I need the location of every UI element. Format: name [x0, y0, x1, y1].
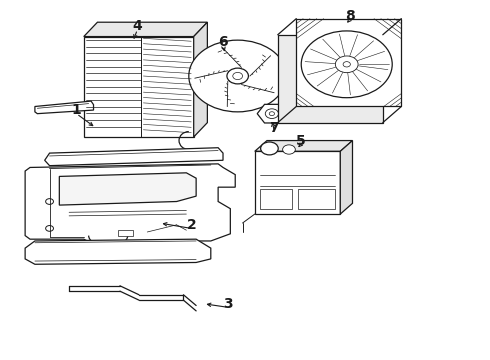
Polygon shape: [84, 22, 207, 37]
Text: 1: 1: [72, 103, 81, 117]
Circle shape: [269, 112, 274, 116]
Polygon shape: [255, 140, 352, 151]
Polygon shape: [194, 22, 207, 137]
Polygon shape: [257, 104, 287, 123]
Polygon shape: [59, 173, 196, 205]
Text: 5: 5: [296, 134, 306, 148]
Circle shape: [46, 199, 53, 204]
Polygon shape: [260, 189, 293, 209]
Text: 2: 2: [186, 218, 196, 232]
Text: 4: 4: [133, 19, 143, 33]
Polygon shape: [84, 37, 194, 137]
Circle shape: [233, 72, 243, 80]
Polygon shape: [25, 164, 235, 252]
Circle shape: [335, 56, 358, 73]
Text: 3: 3: [223, 297, 233, 311]
Polygon shape: [340, 140, 352, 214]
Circle shape: [265, 109, 278, 118]
Polygon shape: [255, 151, 340, 214]
Polygon shape: [118, 230, 133, 235]
Polygon shape: [35, 101, 94, 114]
Text: 6: 6: [218, 35, 228, 49]
Polygon shape: [297, 189, 335, 209]
Circle shape: [343, 62, 350, 67]
Polygon shape: [25, 239, 211, 264]
Text: 7: 7: [270, 121, 279, 135]
Circle shape: [189, 40, 287, 112]
Polygon shape: [45, 148, 223, 166]
Circle shape: [283, 145, 295, 154]
Text: 8: 8: [345, 9, 355, 23]
Circle shape: [227, 68, 248, 84]
Circle shape: [261, 142, 278, 155]
Circle shape: [46, 226, 53, 231]
Circle shape: [301, 31, 392, 98]
Polygon shape: [278, 35, 383, 123]
Polygon shape: [296, 19, 401, 107]
